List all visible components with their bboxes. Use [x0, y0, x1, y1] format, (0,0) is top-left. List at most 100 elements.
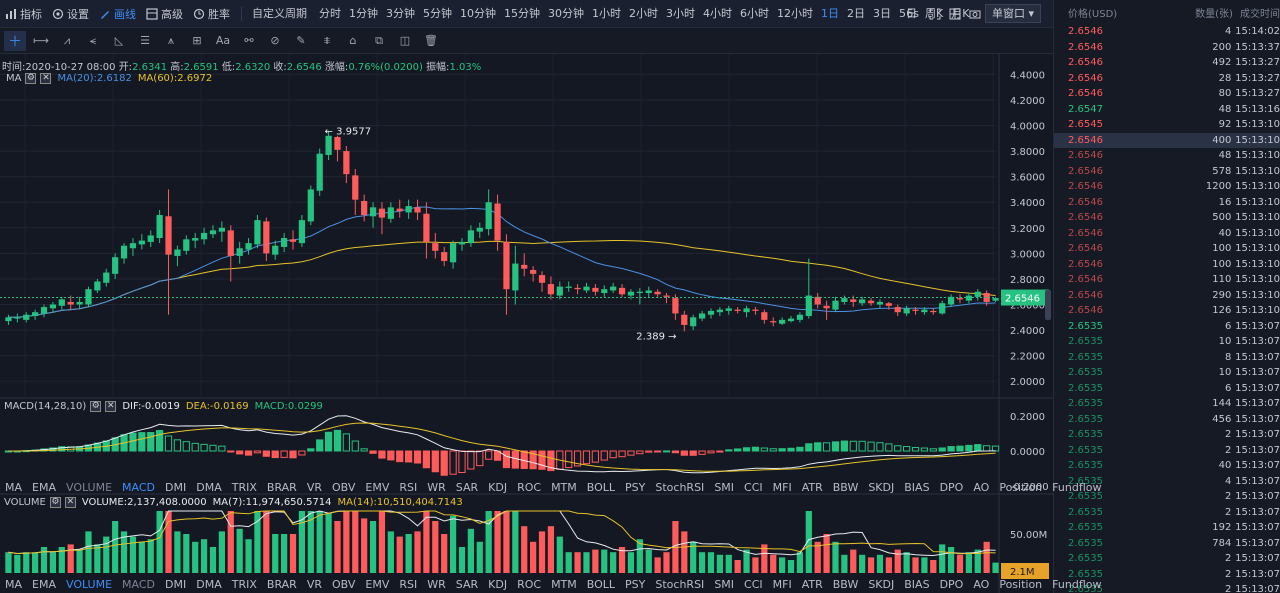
indicator-tab-kdj[interactable]: KDJ: [488, 481, 508, 494]
period-7[interactable]: 1小时: [592, 6, 621, 20]
period-0[interactable]: 分时: [319, 6, 341, 20]
ma-close-icon[interactable]: ✕: [40, 73, 52, 84]
indicator-tab-cci[interactable]: CCI: [744, 578, 763, 591]
indicator-tab-ema[interactable]: EMA: [32, 481, 56, 494]
period-10[interactable]: 4小时: [703, 6, 732, 20]
period-11[interactable]: 6小时: [740, 6, 769, 20]
period-5[interactable]: 15分钟: [504, 6, 540, 20]
parallel-lines-icon[interactable]: ⩘: [63, 33, 71, 47]
indicator-tab-ao[interactable]: AO: [973, 481, 990, 494]
indicator-tab-dpo[interactable]: DPO: [939, 481, 964, 494]
indicator-tab-mfi[interactable]: MFI: [772, 481, 792, 494]
indicator-tab-dmi[interactable]: DMI: [165, 578, 187, 591]
toolbar-indicator[interactable]: 指标: [0, 0, 47, 28]
eraser-icon[interactable]: ⊘: [270, 34, 280, 47]
indicator-tab-smi[interactable]: SMI: [714, 481, 735, 494]
magnet-icon[interactable]: ⚯: [244, 34, 254, 47]
crosshair-icon[interactable]: 十: [4, 30, 26, 51]
fullscreen-icon[interactable]: [929, 8, 941, 20]
period-13[interactable]: 1日: [821, 6, 839, 20]
ma-settings-icon[interactable]: ⚙: [25, 73, 37, 84]
indicator-tab-dma[interactable]: DMA: [196, 481, 222, 494]
period-9[interactable]: 3小时: [666, 6, 695, 20]
volume-close-icon[interactable]: ✕: [64, 497, 76, 508]
indicator-tab-rsi[interactable]: RSI: [399, 481, 418, 494]
indicator-tab-ma[interactable]: MA: [5, 481, 23, 494]
indicator-tab-brar[interactable]: BRAR: [266, 578, 297, 591]
ray-icon[interactable]: ⟼: [33, 34, 49, 47]
macd-settings-icon[interactable]: ⚙: [90, 401, 102, 412]
indicator-tab-vr[interactable]: VR: [306, 578, 322, 591]
camera-icon[interactable]: [969, 8, 981, 20]
indicator-tab-boll[interactable]: BOLL: [586, 578, 616, 591]
indicator-tab-roc[interactable]: ROC: [517, 481, 542, 494]
indicator-tab-emv[interactable]: EMV: [365, 481, 390, 494]
period-2[interactable]: 3分钟: [386, 6, 415, 20]
indicator-tab-ma[interactable]: MA: [5, 578, 23, 591]
kline-chart[interactable]: 4.4000 4.2000 4.0000 3.8000 3.6000 3.4000 3.20…: [0, 54, 1101, 593]
indicator-tab-stochrsi[interactable]: StochRSI: [655, 578, 705, 591]
indicator-tab-wr[interactable]: WR: [427, 481, 446, 494]
grid-icon[interactable]: ⊞: [192, 34, 202, 47]
indicator-tab-position[interactable]: Position: [999, 481, 1043, 494]
indicator-tab-sar[interactable]: SAR: [455, 481, 479, 494]
period-12[interactable]: 12小时: [777, 6, 813, 20]
indicator-tab-roc[interactable]: ROC: [517, 578, 542, 591]
indicator-tab-bias[interactable]: BIAS: [904, 578, 930, 591]
indicator-tab-trix[interactable]: TRIX: [231, 578, 257, 591]
indicator-tab-mtm[interactable]: MTM: [551, 481, 577, 494]
indicator-tab-macd[interactable]: MACD: [122, 481, 156, 494]
indicator-tab-psy[interactable]: PSY: [625, 481, 646, 494]
period-1[interactable]: 1分钟: [349, 6, 378, 20]
indicator-tab-mfi[interactable]: MFI: [772, 578, 792, 591]
indicator-tab-atr[interactable]: ATR: [801, 481, 823, 494]
indicator-tab-dma[interactable]: DMA: [196, 578, 222, 591]
indicator-tab-obv[interactable]: OBV: [332, 578, 356, 591]
period-14[interactable]: 2日: [847, 6, 865, 20]
period-16[interactable]: 5日: [899, 6, 917, 20]
indicator-tab-dmi[interactable]: DMI: [165, 481, 187, 494]
channel-icon[interactable]: ☰: [140, 34, 150, 47]
copy-icon[interactable]: ⧉: [375, 33, 383, 47]
window-grid-icon[interactable]: [949, 8, 961, 20]
indicator-tab-macd[interactable]: MACD: [122, 578, 156, 591]
trash-icon[interactable]: 🗑: [424, 34, 438, 47]
indicator-tab-volume[interactable]: VOLUME: [65, 481, 113, 494]
text-tool-icon[interactable]: Aa: [215, 34, 231, 47]
toolbar-advanced[interactable]: 高级: [141, 0, 188, 28]
period-8[interactable]: 2小时: [629, 6, 658, 20]
indicator-tab-ao[interactable]: AO: [973, 578, 990, 591]
chart-scroll-handle[interactable]: [1045, 290, 1051, 320]
refresh-interval[interactable]: 6s: [906, 7, 919, 20]
indicator-tab-fundflow[interactable]: Fundflow: [1052, 481, 1102, 494]
indicator-tab-stochrsi[interactable]: StochRSI: [655, 481, 705, 494]
indicator-tab-ema[interactable]: EMA: [32, 578, 56, 591]
toolbar-settings[interactable]: 设置: [47, 0, 94, 28]
indicator-tab-bias[interactable]: BIAS: [904, 481, 930, 494]
indicator-tab-mtm[interactable]: MTM: [551, 578, 577, 591]
indicator-tab-boll[interactable]: BOLL: [586, 481, 616, 494]
fib-icon[interactable]: ⪪: [89, 33, 97, 47]
angle-icon[interactable]: ◺: [114, 34, 124, 47]
indicator-tab-bbw[interactable]: BBW: [832, 578, 859, 591]
indicator-tab-rsi[interactable]: RSI: [399, 578, 418, 591]
period-6[interactable]: 30分钟: [548, 6, 584, 20]
indicator-tab-vr[interactable]: VR: [306, 481, 322, 494]
indicator-tab-fundflow[interactable]: Fundflow: [1052, 578, 1102, 591]
indicator-tab-trix[interactable]: TRIX: [231, 481, 257, 494]
lock-icon[interactable]: ⌂: [349, 34, 357, 47]
indicator-tab-skdj[interactable]: SKDJ: [868, 578, 895, 591]
layers-icon[interactable]: ◫: [399, 34, 411, 47]
period-3[interactable]: 5分钟: [423, 6, 452, 20]
measure-icon[interactable]: ⩨: [323, 33, 331, 47]
indicator-tab-sar[interactable]: SAR: [455, 578, 479, 591]
window-mode-select[interactable]: 单窗口 ▾: [984, 4, 1041, 23]
macd-close-icon[interactable]: ✕: [105, 401, 117, 412]
pencil-icon[interactable]: ✎: [296, 34, 306, 47]
indicator-tab-volume[interactable]: VOLUME: [65, 578, 113, 591]
indicator-tab-dpo[interactable]: DPO: [939, 578, 964, 591]
indicator-tab-position[interactable]: Position: [999, 578, 1043, 591]
toolbar-winrate[interactable]: 胜率: [188, 0, 235, 28]
indicator-tab-atr[interactable]: ATR: [801, 578, 823, 591]
indicator-tab-bbw[interactable]: BBW: [832, 481, 859, 494]
